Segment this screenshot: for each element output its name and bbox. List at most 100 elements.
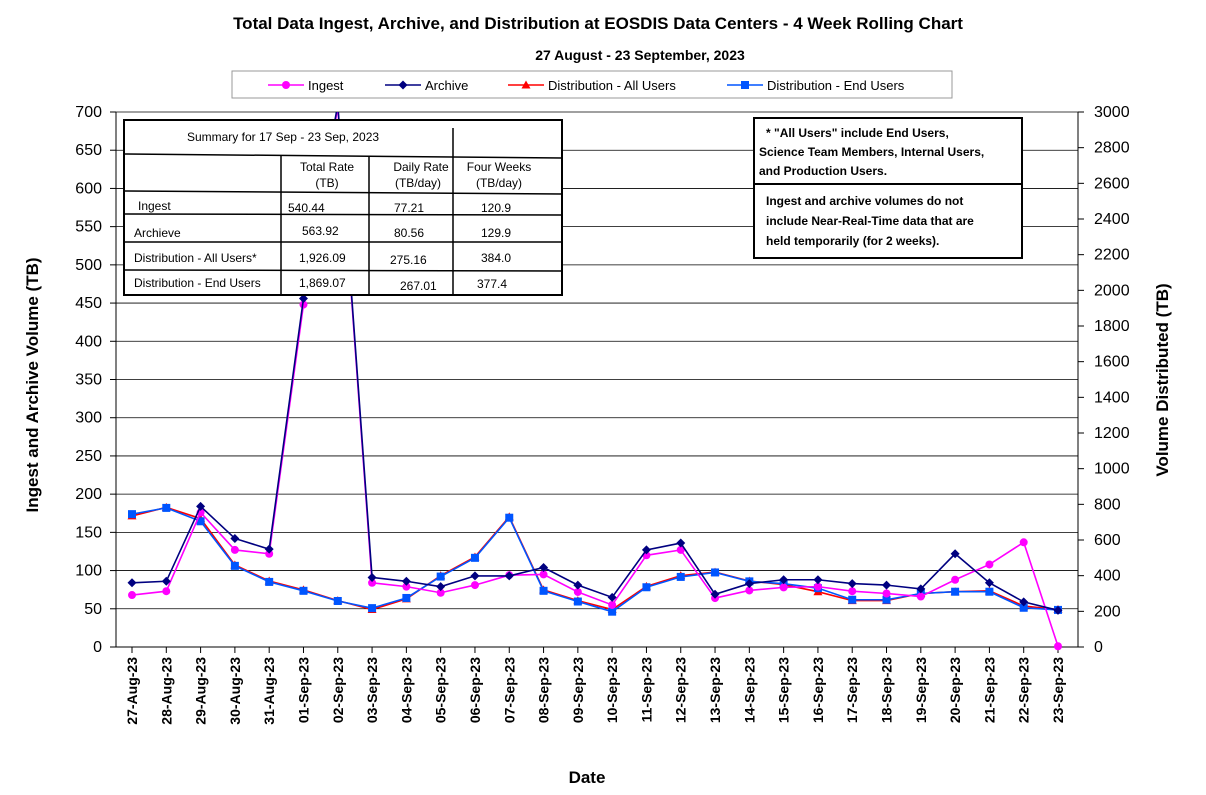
legend-item-archive: Archive bbox=[385, 78, 468, 93]
data-point-archive bbox=[504, 571, 514, 581]
x-tick-label: 30-Aug-23 bbox=[227, 657, 243, 725]
x-axis-ticks: 27-Aug-23 28-Aug-23 29-Aug-23 30-Aug-23 31-A… bbox=[124, 647, 1066, 725]
data-point-ingest bbox=[951, 575, 960, 584]
x-tick-label: 14-Sep-23 bbox=[741, 657, 757, 723]
left-axis-ticks: 0 50 100 150 200 250 300 350 400 450 500 550 600 650 7… bbox=[75, 104, 116, 656]
data-point-ingest bbox=[745, 586, 754, 595]
data-point-distribution-end-users bbox=[985, 587, 994, 596]
note-line: * "All Users" include End Users, bbox=[766, 126, 949, 140]
cell-four-weeks: 377.4 bbox=[477, 277, 507, 291]
summary-table-frame bbox=[123, 119, 563, 296]
row-label: Distribution - End Users bbox=[134, 276, 261, 290]
left-tick-label: 500 bbox=[75, 257, 102, 274]
data-point-archive bbox=[676, 538, 686, 548]
data-point-ingest bbox=[470, 581, 479, 590]
x-tick-label: 16-Sep-23 bbox=[810, 657, 826, 723]
x-tick-label: 09-Sep-23 bbox=[570, 657, 586, 723]
x-tick-label: 27-Aug-23 bbox=[124, 657, 140, 725]
right-tick-label: 1800 bbox=[1094, 318, 1130, 335]
cell-total: 1,869.07 bbox=[299, 276, 346, 290]
left-tick-label: 350 bbox=[75, 372, 102, 389]
data-point-distribution-end-users bbox=[299, 586, 308, 595]
left-tick-label: 600 bbox=[75, 180, 102, 197]
note-line: include Near-Real-Time data that are bbox=[766, 214, 974, 228]
left-tick-label: 700 bbox=[75, 104, 102, 121]
note-nrt: Ingest and archive volumes do not includ… bbox=[753, 183, 1023, 259]
data-point-distribution-end-users bbox=[470, 553, 479, 562]
data-point-ingest bbox=[676, 545, 685, 554]
data-point-archive bbox=[882, 580, 892, 590]
legend-label: Archive bbox=[425, 78, 468, 93]
data-point-archive bbox=[401, 576, 411, 586]
legend-items: Ingest Archive Distribution - All Users Dis… bbox=[268, 78, 905, 93]
x-tick-label: 12-Sep-23 bbox=[673, 657, 689, 723]
note-line: and Production Users. bbox=[759, 164, 887, 178]
data-point-archive bbox=[916, 584, 926, 594]
data-point-archive bbox=[779, 575, 789, 585]
data-point-archive bbox=[710, 589, 720, 599]
x-tick-label: 05-Sep-23 bbox=[433, 657, 449, 723]
left-tick-label: 100 bbox=[75, 563, 102, 580]
legend-label: Distribution - End Users bbox=[767, 78, 905, 93]
left-tick-label: 0 bbox=[93, 639, 102, 656]
right-axis-ticks: 0 200 400 600 800 1000 1200 1400 1600 1800 2000 220… bbox=[1078, 104, 1130, 656]
data-point-ingest bbox=[916, 592, 925, 601]
right-tick-label: 1200 bbox=[1094, 425, 1130, 442]
right-tick-label: 2000 bbox=[1094, 282, 1130, 299]
series-archive bbox=[127, 112, 1063, 615]
note-line: Ingest and archive volumes do not bbox=[766, 194, 963, 208]
left-tick-label: 300 bbox=[75, 410, 102, 427]
right-tick-label: 1000 bbox=[1094, 461, 1130, 478]
data-point-ingest bbox=[539, 570, 548, 579]
chart-title: Total Data Ingest, Archive, and Distribu… bbox=[233, 14, 963, 33]
data-point-ingest bbox=[436, 588, 445, 597]
x-tick-label: 18-Sep-23 bbox=[879, 657, 895, 723]
table-rule bbox=[123, 190, 563, 195]
data-point-ingest bbox=[573, 587, 582, 596]
note-line: Science Team Members, Internal Users, bbox=[759, 145, 984, 159]
table-row: Distribution - End Users 1,869.07 267.01… bbox=[134, 276, 507, 293]
data-point-archive bbox=[607, 592, 617, 602]
x-tick-label: 19-Sep-23 bbox=[913, 657, 929, 723]
table-row: Distribution - All Users* 1,926.09 275.1… bbox=[134, 251, 511, 267]
table-rule bbox=[123, 153, 563, 159]
data-point-archive bbox=[539, 563, 549, 573]
data-point-distribution-end-users bbox=[162, 503, 171, 512]
x-tick-label: 28-Aug-23 bbox=[158, 657, 174, 725]
table-rule bbox=[123, 269, 563, 272]
x-tick-label: 02-Sep-23 bbox=[330, 657, 346, 723]
data-point-ingest bbox=[1054, 642, 1062, 651]
data-point-ingest bbox=[299, 300, 308, 309]
data-point-ingest bbox=[1019, 538, 1028, 547]
right-tick-label: 2200 bbox=[1094, 247, 1130, 264]
note-box bbox=[753, 117, 1023, 185]
cell-total: 563.92 bbox=[302, 224, 339, 238]
legend-box bbox=[231, 70, 953, 99]
right-tick-label: 3000 bbox=[1094, 104, 1130, 121]
x-tick-label: 11-Sep-23 bbox=[638, 657, 654, 723]
cell-four-weeks: 120.9 bbox=[481, 201, 511, 215]
row-label: Archieve bbox=[134, 226, 181, 240]
legend-swatch-marker bbox=[398, 80, 408, 90]
series-distribution-end-users bbox=[128, 503, 1062, 616]
data-point-distribution-end-users bbox=[711, 568, 720, 577]
y-axis-left-title: Ingest and Archive Volume (TB) bbox=[23, 257, 42, 512]
x-tick-label: 08-Sep-23 bbox=[536, 657, 552, 723]
col-header-daily-rate: Daily Rate bbox=[393, 160, 449, 174]
col-header-total-rate-unit: (TB) bbox=[315, 176, 338, 190]
legend-label: Distribution - All Users bbox=[548, 78, 676, 93]
left-tick-label: 50 bbox=[84, 601, 102, 618]
x-tick-label: 31-Aug-23 bbox=[261, 657, 277, 725]
data-point-ingest bbox=[265, 549, 274, 558]
x-tick-label: 10-Sep-23 bbox=[604, 657, 620, 723]
row-label: Distribution - All Users* bbox=[134, 251, 257, 265]
legend-swatch-marker bbox=[282, 81, 290, 89]
x-tick-label: 29-Aug-23 bbox=[193, 657, 209, 725]
chart-subtitle: 27 August - 23 September, 2023 bbox=[535, 47, 745, 63]
data-point-archive bbox=[641, 545, 651, 555]
left-tick-label: 200 bbox=[75, 486, 102, 503]
col-header-total-rate: Total Rate bbox=[300, 160, 354, 174]
data-point-archive bbox=[470, 571, 480, 581]
plot-area: 0 50 100 150 200 250 300 350 400 450 500 550 600 650 7… bbox=[75, 104, 1129, 725]
